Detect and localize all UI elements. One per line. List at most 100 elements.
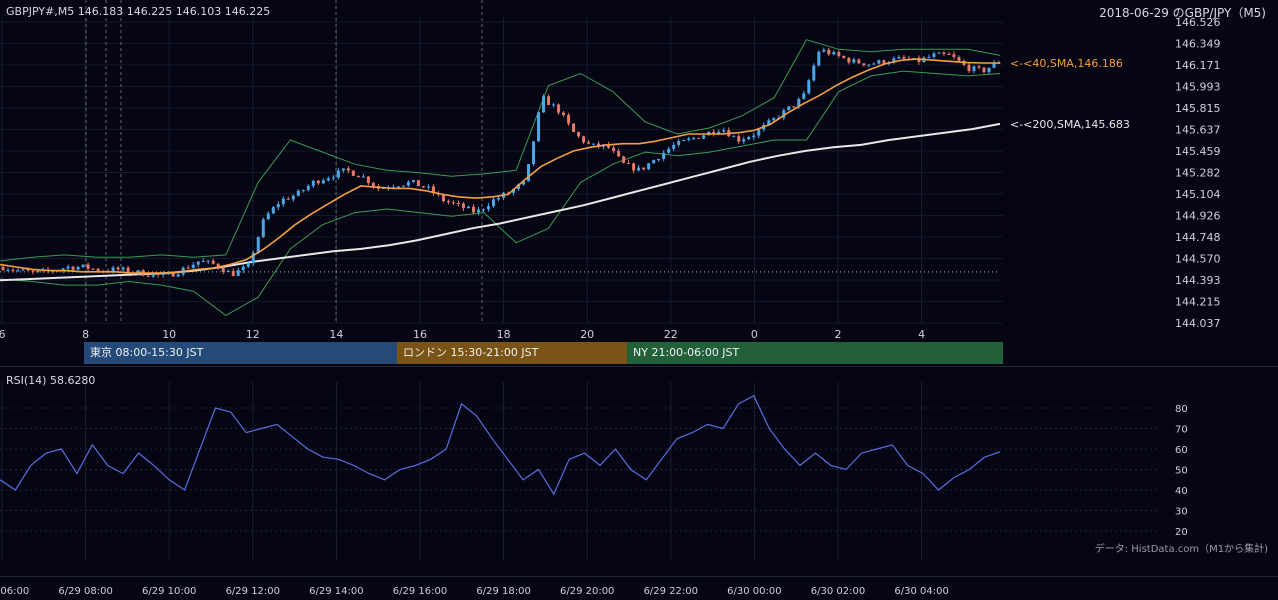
candle-body [466,206,470,209]
candle-body [31,270,35,272]
candle-body [892,58,896,63]
rsi-x-tick-label: 6/29 16:00 [393,586,447,597]
candle-body [206,260,210,262]
candle-body [116,267,120,270]
candle-body [942,52,946,54]
candle-body [672,144,676,149]
candle-body [76,266,80,270]
candle-body [71,266,75,270]
candle-body [191,264,195,269]
candle-body [967,64,971,71]
candle-body [146,275,150,277]
y-tick-label: 144.215 [1175,295,1221,308]
candle-body [401,185,405,187]
candle-body [96,268,100,272]
candle-body [361,176,365,178]
candle-body [156,273,160,275]
x-tick-label: 8 [82,328,89,341]
candle-body [266,213,270,220]
candle-body [772,118,776,121]
rsi-y-tick-label: 20 [1175,527,1188,538]
candle-body [411,180,415,182]
candle-body [882,60,886,64]
candle-body [211,260,215,264]
candle-body [11,269,15,271]
rsi-x-tick-label: 6/29 12:00 [226,586,280,597]
candle-body [982,67,986,73]
session-ny: NY 21:00-06:00 JST [627,342,1003,364]
candle-body [782,110,786,118]
candle-body [717,131,721,134]
rsi-y-tick-label: 30 [1175,507,1188,518]
x-tick-label: 16 [413,328,427,341]
candle-body [81,264,85,267]
candle-body [587,142,591,144]
candle-body [346,168,350,171]
x-tick-label: 10 [162,328,176,341]
candle-body [281,198,285,205]
candle-body [757,129,761,136]
candle-body [486,206,490,210]
y-tick-label: 145.637 [1175,124,1221,137]
x-tick-label: 20 [580,328,594,341]
candle-body [687,138,691,141]
candle-body [176,274,180,277]
candle-body [992,62,996,68]
candle-body [321,180,325,184]
candle-body [852,59,856,63]
candle-body [461,203,465,209]
candle-body [692,137,696,139]
candle-body [737,136,741,142]
candle-body [842,55,846,58]
candle-body [431,186,435,194]
rsi-x-tick-label: 6/30 04:00 [894,586,948,597]
rsi-y-tick-label: 70 [1175,425,1188,436]
candle-body [617,151,621,157]
rsi-x-tick-label: 6/29 14:00 [309,586,363,597]
y-tick-label: 144.926 [1175,209,1221,222]
candle-body [351,170,355,176]
candle-body [261,219,265,237]
candle-body [406,181,410,186]
candle-body [491,199,495,207]
candle-body [677,140,681,145]
candle-body [356,175,360,178]
candle-body [196,261,200,265]
candle-body [446,201,450,203]
session-tokyo-label: 東京 08:00-15:30 JST [90,346,204,359]
candle-body [557,104,561,113]
candle-body [697,137,701,139]
candle-body [667,148,671,153]
candle-body [421,186,425,188]
rsi-x-tick-label: 6/29 06:00 [0,586,29,597]
session-london: ロンドン 15:30-21:00 JST [397,342,627,364]
candle-body [416,180,420,187]
candle-body [36,270,40,272]
y-tick-label: 145.815 [1175,102,1221,115]
candle-body [527,164,531,182]
candle-body [702,135,706,139]
rsi-y-tick-label: 60 [1175,445,1188,456]
candle-body [627,162,631,164]
candle-body [301,190,305,192]
candle-body [787,106,791,111]
candle-body [542,96,546,113]
candle-body [807,80,811,94]
y-tick-label: 144.037 [1175,317,1221,330]
rsi-x-tick-label: 6/30 02:00 [811,586,865,597]
rsi-y-tick-label: 40 [1175,486,1188,497]
candle-body [496,197,500,200]
candle-body [607,144,611,148]
session-ny-label: NY 21:00-06:00 JST [633,346,740,359]
candle-body [396,186,400,188]
x-tick-label: 6 [0,328,6,341]
candle-body [451,202,455,204]
candle-body [867,64,871,66]
sma40-line [0,58,1001,274]
candle-body [987,67,991,73]
x-tick-label: 22 [664,328,678,341]
pane-divider-top [0,366,1278,367]
candle-body [582,136,586,143]
candle-body [972,66,976,71]
